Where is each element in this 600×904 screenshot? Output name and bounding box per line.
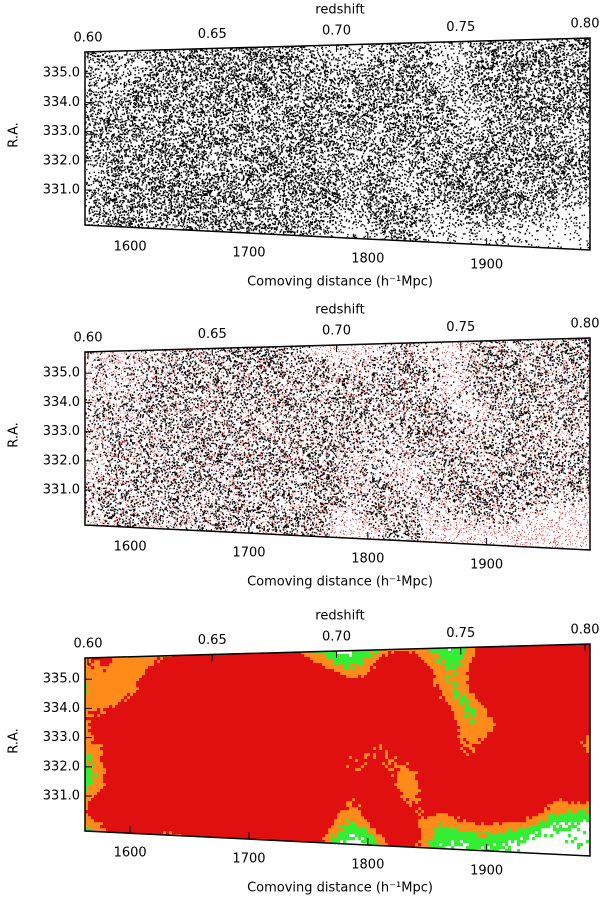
x2-tick-label: 0.70 xyxy=(322,630,351,645)
x-tick-label: 1900 xyxy=(470,863,503,878)
x-tick-label: 1800 xyxy=(351,252,384,267)
x-axis-label: Comoving distance (h⁻¹Mpc) xyxy=(247,575,433,590)
galaxy-dots xyxy=(85,38,590,250)
y-tick-label: 331.0 xyxy=(43,183,80,198)
x-tick-label: 1800 xyxy=(351,552,384,567)
x2-tick-label: 0.60 xyxy=(74,30,103,45)
x2-tick-label: 0.65 xyxy=(198,633,227,648)
y-tick-label: 335.0 xyxy=(43,672,80,687)
panel: 0.60 0.65 0.70 0.75 0.80 redshift 1600 1700 1800… xyxy=(7,3,600,290)
x-tick-label: 1700 xyxy=(232,246,265,261)
x2-tick-label: 0.65 xyxy=(198,27,227,42)
x-tick-label: 1600 xyxy=(114,846,147,861)
x2-tick-label: 0.80 xyxy=(571,623,600,638)
frame xyxy=(84,37,591,251)
frame xyxy=(84,337,591,551)
x2-tick-label: 0.65 xyxy=(198,327,227,342)
x-tick-label: 1600 xyxy=(114,540,147,555)
y-axis-label: R.A. xyxy=(7,122,22,148)
y-tick-label: 332.0 xyxy=(43,153,80,168)
x2-tick-label: 0.60 xyxy=(74,330,103,345)
point-field xyxy=(85,338,590,550)
x2-axis-label: redshift xyxy=(315,609,364,624)
x2-tick-label: 0.75 xyxy=(446,626,475,641)
y-tick-label: 334.0 xyxy=(43,95,80,110)
x2-tick-label: 0.75 xyxy=(446,320,475,335)
x-axis-label: Comoving distance (h⁻¹Mpc) xyxy=(247,275,433,290)
y-tick-label: 333.0 xyxy=(43,424,80,439)
galaxy-dots xyxy=(85,338,590,550)
x-tick-label: 1900 xyxy=(470,557,503,572)
x2-tick-label: 0.60 xyxy=(74,636,103,651)
frame xyxy=(84,643,591,857)
x-tick-label: 1900 xyxy=(470,257,503,272)
x-axis-label: Comoving distance (h⁻¹Mpc) xyxy=(247,881,433,896)
y-tick-label: 333.0 xyxy=(43,124,80,139)
level-low xyxy=(85,644,590,856)
y-tick-label: 333.0 xyxy=(43,730,80,745)
x-tick-label: 1600 xyxy=(114,240,147,255)
y-tick-label: 334.0 xyxy=(43,395,80,410)
y-tick-label: 332.0 xyxy=(43,453,80,468)
x-tick-label: 1800 xyxy=(351,858,384,873)
x-tick-label: 1700 xyxy=(232,546,265,561)
level-high xyxy=(85,644,590,856)
x2-tick-label: 0.80 xyxy=(571,317,600,332)
x2-axis-label: redshift xyxy=(315,303,364,318)
panel: 0.60 0.65 0.70 0.75 0.80 redshift 1600 1700 1800… xyxy=(7,609,600,896)
x-tick-label: 1700 xyxy=(232,852,265,867)
y-axis-label: R.A. xyxy=(7,728,22,754)
point-field xyxy=(85,38,590,250)
y-tick-label: 331.0 xyxy=(43,789,80,804)
y-tick-label: 331.0 xyxy=(43,483,80,498)
level-mid xyxy=(85,644,590,856)
x2-axis-label: redshift xyxy=(315,3,364,18)
point-field xyxy=(85,644,590,856)
x2-tick-label: 0.70 xyxy=(322,324,351,339)
x2-tick-label: 0.80 xyxy=(571,17,600,32)
y-tick-label: 334.0 xyxy=(43,701,80,716)
x2-tick-label: 0.70 xyxy=(322,24,351,39)
y-tick-label: 335.0 xyxy=(43,366,80,381)
y-tick-label: 335.0 xyxy=(43,66,80,81)
panel: 0.60 0.65 0.70 0.75 0.80 redshift 1600 1700 1800… xyxy=(7,303,600,590)
y-tick-label: 332.0 xyxy=(43,759,80,774)
y-axis-label: R.A. xyxy=(7,422,22,448)
x2-tick-label: 0.75 xyxy=(446,20,475,35)
